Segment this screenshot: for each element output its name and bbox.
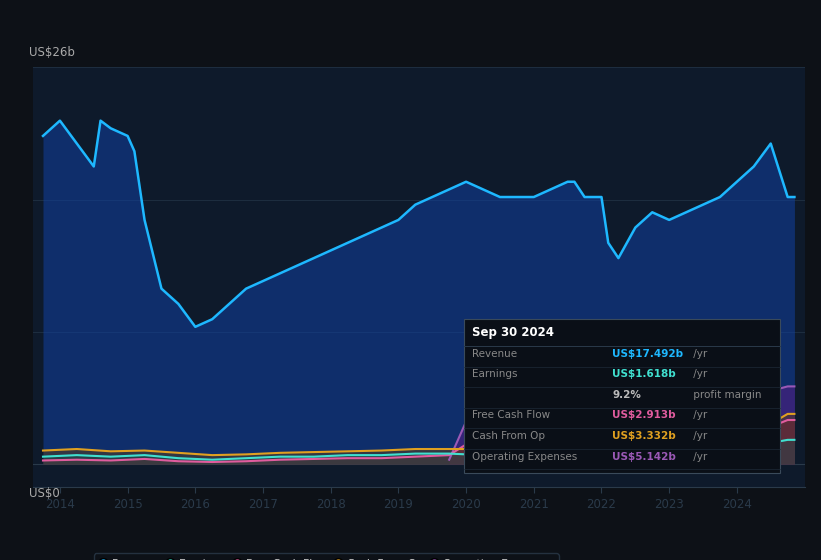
Text: Operating Expenses: Operating Expenses [472, 451, 577, 461]
Text: Revenue: Revenue [472, 349, 517, 359]
Text: profit margin: profit margin [690, 390, 762, 400]
Legend: Revenue, Earnings, Free Cash Flow, Cash From Op, Operating Expenses: Revenue, Earnings, Free Cash Flow, Cash … [94, 553, 558, 560]
Text: 9.2%: 9.2% [612, 390, 641, 400]
Text: US$3.332b: US$3.332b [612, 431, 677, 441]
Text: /yr: /yr [690, 451, 708, 461]
Text: Sep 30 2024: Sep 30 2024 [472, 326, 554, 339]
Text: US$26b: US$26b [29, 46, 75, 59]
Text: US$5.142b: US$5.142b [612, 451, 677, 461]
Text: US$0: US$0 [29, 487, 60, 500]
Text: Free Cash Flow: Free Cash Flow [472, 410, 550, 421]
Text: US$1.618b: US$1.618b [612, 370, 677, 380]
Text: /yr: /yr [690, 370, 708, 380]
Text: US$17.492b: US$17.492b [612, 349, 684, 359]
Text: /yr: /yr [690, 410, 708, 421]
Text: US$2.913b: US$2.913b [612, 410, 676, 421]
Text: Cash From Op: Cash From Op [472, 431, 545, 441]
Text: Earnings: Earnings [472, 370, 517, 380]
Text: /yr: /yr [690, 431, 708, 441]
Text: /yr: /yr [690, 349, 708, 359]
